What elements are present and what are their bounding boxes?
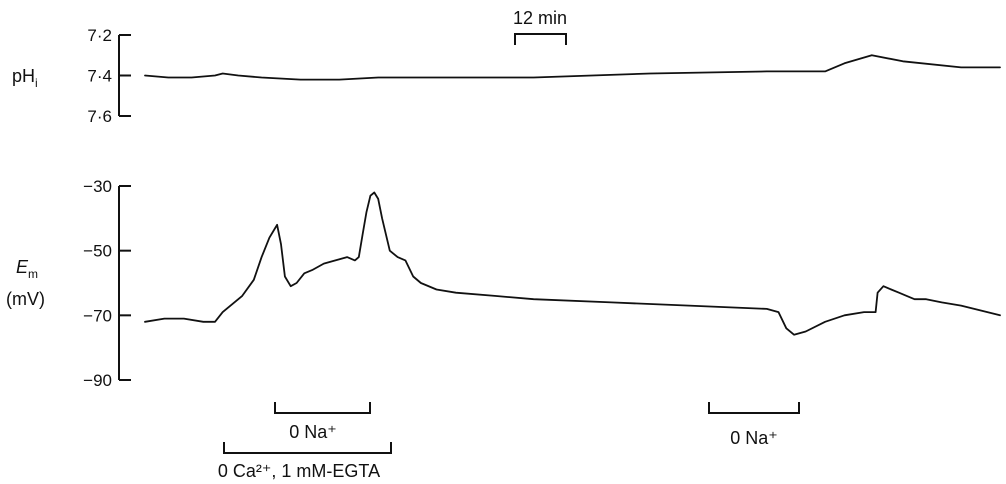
em-tick-label: −50 bbox=[83, 242, 112, 261]
em-tick-label: −70 bbox=[83, 306, 112, 325]
ca-free-label: 0 Ca²⁺, 1 mM-EGTA bbox=[218, 461, 380, 481]
ca-free-bracket bbox=[223, 442, 392, 454]
ph-tick-label: 7·2 bbox=[87, 26, 112, 45]
time-scale-label: 12 min bbox=[513, 8, 567, 28]
em-panel: −30 −50 −70 −90 Em (mV) bbox=[6, 177, 1001, 390]
na-free-bar-1: 0 Na⁺ bbox=[274, 402, 371, 442]
em-axis-label: Em bbox=[16, 257, 38, 281]
em-axis-label-main: E bbox=[16, 257, 29, 277]
ph-tick-label: 7·4 bbox=[87, 67, 112, 86]
na-free-label-1: 0 Na⁺ bbox=[289, 422, 337, 442]
ph-ticks: 7·2 7·4 7·6 bbox=[87, 26, 131, 126]
ph-tick-label: 7·6 bbox=[87, 107, 112, 126]
em-tick-label: −90 bbox=[83, 371, 112, 390]
em-trace-line bbox=[144, 191, 1001, 336]
ca-free-bar: 0 Ca²⁺, 1 mM-EGTA bbox=[218, 442, 392, 481]
em-axis-unit: (mV) bbox=[6, 289, 45, 309]
ph-panel: 7·2 7·4 7·6 pHi bbox=[12, 26, 1001, 126]
em-tick-label: −30 bbox=[83, 177, 112, 196]
em-axis-label-sub: m bbox=[28, 267, 38, 281]
na-free-bar-2: 0 Na⁺ bbox=[708, 402, 800, 448]
ph-axis-label: pHi bbox=[12, 66, 38, 90]
em-ticks: −30 −50 −70 −90 bbox=[83, 177, 131, 390]
ph-trace-line bbox=[144, 54, 1001, 81]
na-free-bracket-2 bbox=[708, 402, 800, 414]
ph-axis-label-sub: i bbox=[35, 76, 38, 90]
na-free-label-2: 0 Na⁺ bbox=[730, 428, 778, 448]
na-free-bracket-1 bbox=[274, 402, 371, 414]
ph-axis-label-main: pH bbox=[12, 66, 35, 86]
time-scale-bracket bbox=[514, 33, 567, 45]
time-scale-bar: 12 min bbox=[513, 8, 567, 45]
